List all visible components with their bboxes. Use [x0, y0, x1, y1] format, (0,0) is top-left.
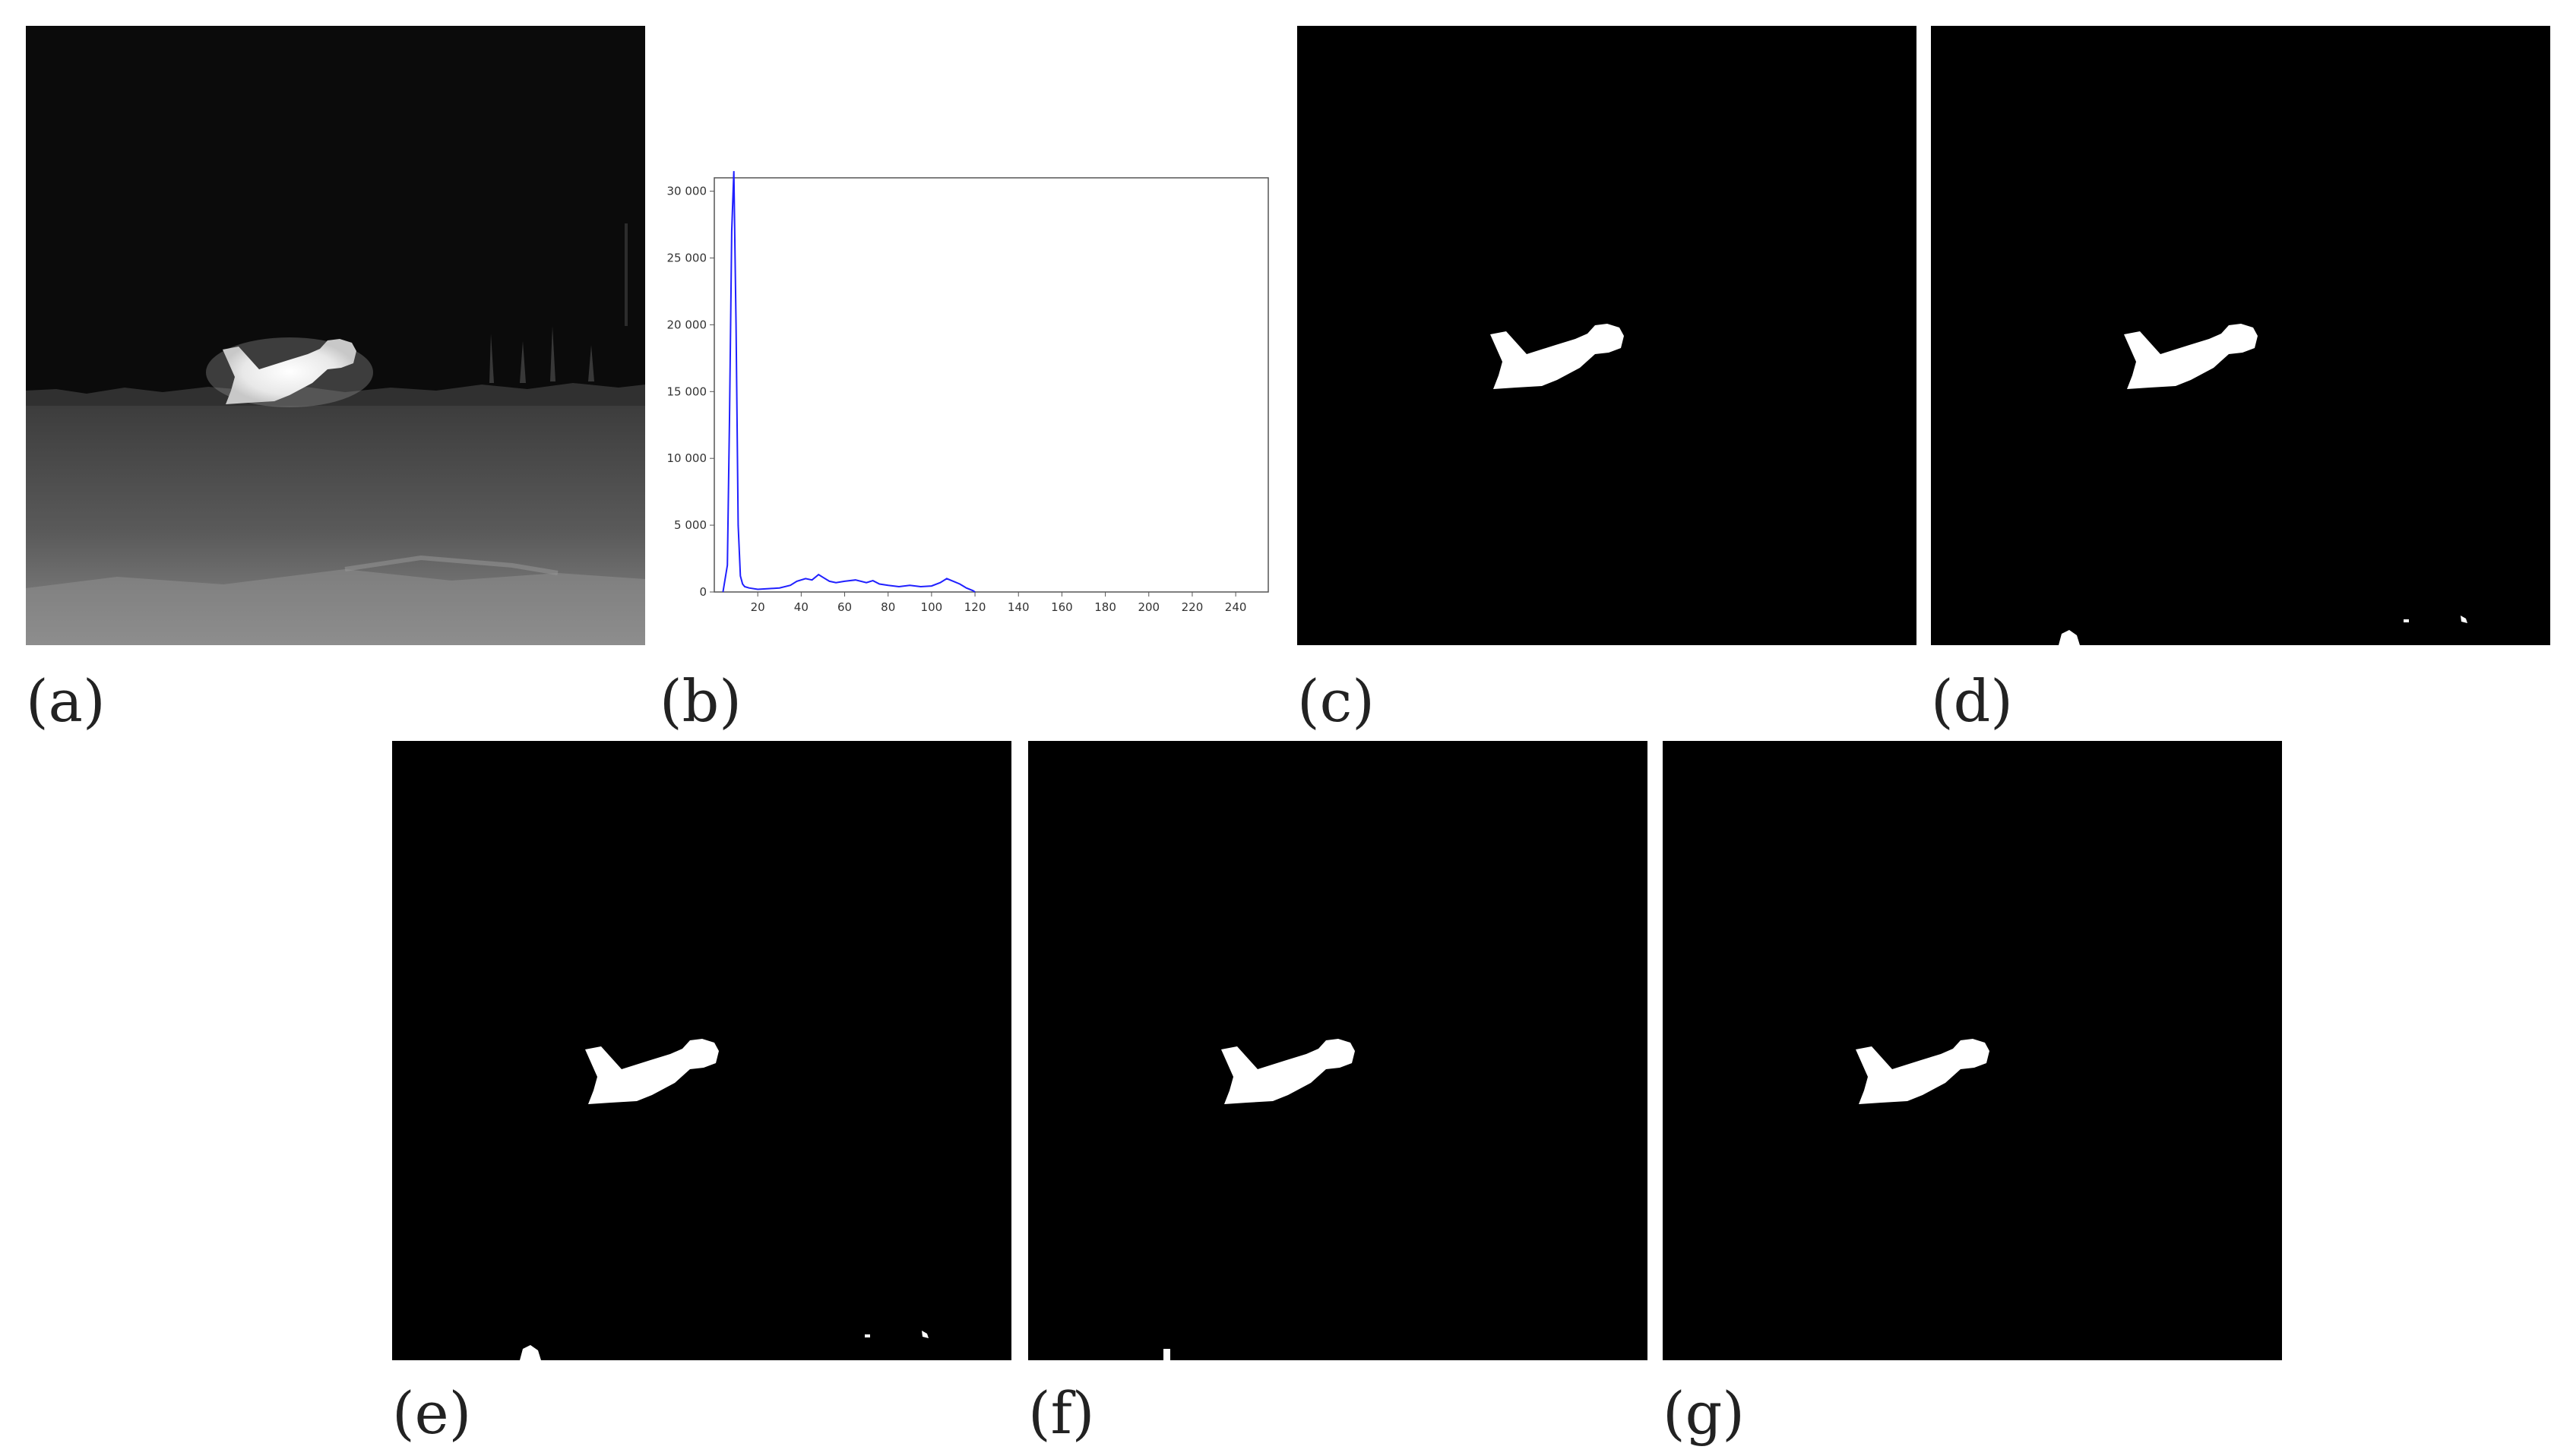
x-tick-label: 40 [794, 600, 809, 614]
noise-blob [1163, 1349, 1170, 1360]
thermal-image-panel [26, 26, 645, 645]
y-tick-label: 15 000 [667, 385, 707, 398]
mask-panel-c [1297, 26, 1916, 645]
noise-blob [520, 1345, 541, 1360]
noise-blob [865, 1334, 870, 1337]
segmentation-mask-e [520, 1039, 929, 1360]
caption-b: (b) [660, 667, 742, 735]
caption-d: (d) [1931, 667, 2013, 735]
noise-blob [2461, 616, 2467, 623]
x-tick-label: 220 [1182, 600, 1204, 614]
mask-panel-f [1028, 741, 1647, 1360]
airplane-blob [585, 1039, 719, 1104]
mask-panel-d [1931, 26, 2550, 645]
y-tick-label: 0 [699, 585, 707, 599]
histogram-chart: 20 40 60 80 100 120 140 160 180 200 220 240 0 5 000 10… [667, 171, 1269, 614]
x-tick-label: 60 [837, 600, 852, 614]
caption-g: (g) [1663, 1379, 1745, 1447]
mask-panel-g [1663, 741, 2282, 1360]
x-tick-label: 240 [1225, 600, 1247, 614]
thermal-airplane-image [26, 26, 645, 645]
segmentation-mask-d [2059, 324, 2467, 645]
x-tick-label: 100 [921, 600, 943, 614]
mask-panel-e [392, 741, 1011, 1360]
airplane-blob [1856, 1039, 1989, 1104]
x-tick-label: 120 [964, 600, 986, 614]
x-tick-label: 140 [1008, 600, 1030, 614]
segmentation-mask-c [1490, 324, 1624, 389]
y-tick-label: 20 000 [667, 318, 707, 331]
segmentation-mask-f [1163, 1039, 1355, 1360]
histogram-series-line [722, 171, 976, 593]
caption-f: (f) [1028, 1379, 1095, 1447]
x-tick-label: 200 [1138, 600, 1160, 614]
x-tick-label: 80 [881, 600, 895, 614]
x-tick-label: 180 [1094, 600, 1116, 614]
segmentation-mask-g [1856, 1039, 1989, 1104]
plot-frame [714, 177, 1269, 593]
y-tick-label: 30 000 [667, 185, 707, 198]
noise-blob [2059, 630, 2080, 645]
airplane-blob [1490, 324, 1624, 389]
x-tick-label: 20 [751, 600, 765, 614]
histogram-chart-panel: 20 40 60 80 100 120 140 160 180 200 220 240 0 5 000 10… [654, 26, 1273, 645]
x-tick-label: 160 [1051, 600, 1073, 614]
caption-e: (e) [392, 1379, 472, 1447]
caption-c: (c) [1297, 667, 1375, 735]
y-tick-label: 10 000 [667, 451, 707, 465]
y-tick-label: 25 000 [667, 251, 707, 264]
noise-blob [922, 1331, 929, 1338]
caption-a: (a) [26, 667, 106, 735]
airplane-blob [2124, 324, 2258, 389]
airplane-blob [1221, 1039, 1355, 1104]
noise-blob [2404, 619, 2409, 622]
y-tick-label: 5 000 [674, 518, 707, 532]
